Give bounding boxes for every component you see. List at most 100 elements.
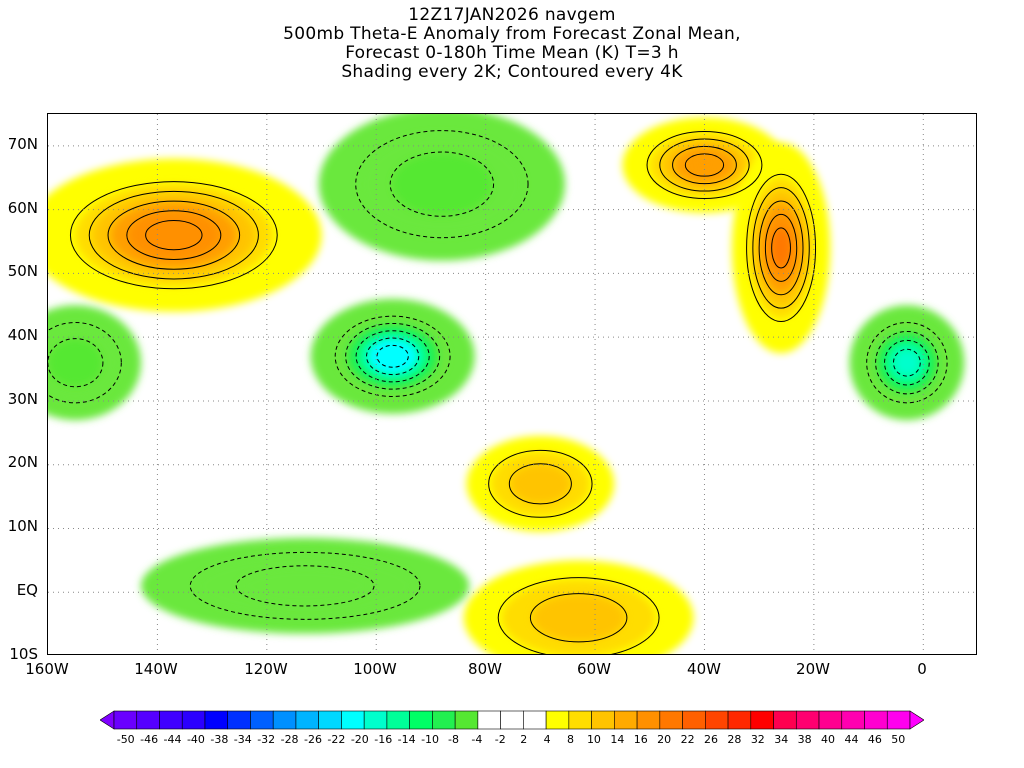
lon-label-120w: 120W [244, 660, 288, 678]
lat-lon-grid [48, 114, 976, 654]
lat-label-70n: 70N [7, 135, 38, 153]
colorbar-tick-label: 20 [657, 733, 672, 746]
anomaly-shade-level [510, 464, 570, 503]
colorbar-tick-label: -50 [116, 733, 135, 746]
colorbar-tick-label: -32 [257, 733, 276, 746]
lon-label-80w: 80W [468, 660, 502, 678]
anomaly-contour [48, 338, 104, 388]
colorbar-tick-label: -22 [327, 733, 346, 746]
anomaly-contour [345, 322, 441, 390]
anomaly-contour [884, 339, 930, 386]
anomaly-contour [334, 315, 451, 397]
colorbar-tick-label: 32 [750, 733, 765, 746]
colorbar-swatch [727, 710, 752, 730]
lat-label-40n: 40N [7, 326, 38, 344]
anomaly-contour [366, 337, 420, 376]
colorbar-swatch [227, 710, 251, 730]
colorbar-tick-label: -28 [280, 733, 299, 746]
colorbar-tick-label: 10 [586, 733, 601, 746]
anomaly-shade-level [49, 339, 102, 386]
colorbar-tick-label: 2 [520, 733, 528, 746]
anomaly-contour [235, 565, 375, 607]
colorbar-swatch [636, 710, 661, 730]
anomaly-contour [659, 138, 750, 192]
anomaly-shade-level [239, 566, 371, 605]
colorbar-tick-label: 4 [543, 733, 551, 746]
colorbar-swatch [500, 710, 524, 730]
colorbar-swatch [113, 710, 138, 730]
colorbar-tick-label: -40 [186, 733, 205, 746]
colorbar-swatch [682, 710, 706, 730]
colorbar-tick-label: -34 [233, 733, 252, 746]
lon-label-140w: 140W [134, 660, 178, 678]
anomaly-contour [355, 330, 430, 383]
map-title: 12Z17JAN2026 navgem 500mb Theta-E Anomal… [0, 6, 1024, 82]
colorbar-swatch [591, 710, 615, 730]
colorbar-tick-label: -20 [350, 733, 369, 746]
colorbar-tick-label: 44 [844, 733, 859, 746]
colorbar-low-arrow [100, 710, 115, 730]
anomaly-shade-level [377, 345, 408, 367]
anomaly-contour [866, 322, 948, 404]
colorbar-swatch [705, 710, 729, 730]
lon-label-60w: 60W [577, 660, 611, 678]
anomaly-region-south-america-warm [463, 560, 694, 654]
colorbar-tick-label: -4 [471, 733, 483, 746]
anomaly-contour [746, 173, 817, 323]
anomaly-contour [752, 187, 810, 309]
colorbar-tick-label: 8 [567, 733, 575, 746]
lat-label-10s: 10S [9, 645, 38, 663]
colorbar-tick-label: -38 [210, 733, 229, 746]
colorbar-swatch [545, 710, 570, 730]
anomaly-contour [145, 220, 203, 251]
colorbar-swatch [363, 710, 388, 730]
colorbar-tick-label: 16 [633, 733, 648, 746]
colorbar-swatch [614, 710, 638, 730]
anomaly-contour [107, 200, 241, 270]
lon-label-40w: 40W [687, 660, 721, 678]
anomaly-contour [684, 153, 725, 177]
colorbar-swatch [818, 710, 843, 730]
colorbar-swatch [318, 710, 342, 730]
anomaly-contour [646, 131, 763, 199]
colorbar-swatch [795, 710, 820, 730]
anomaly-contour [892, 348, 921, 377]
colorbar-swatch [409, 710, 433, 730]
colorbar-swatch [432, 710, 456, 730]
colorbar-tick-label: -26 [304, 733, 322, 746]
colorbar-swatch [841, 710, 865, 730]
anomaly-contour [672, 145, 737, 185]
anomaly-contour [355, 130, 529, 239]
colorbar-tick-label: 26 [704, 733, 718, 746]
anomaly-contour [771, 227, 791, 269]
anomaly-region-north-pacific-cold [48, 305, 141, 421]
colorbar-swatch [136, 710, 160, 730]
colorbar-tick-label: -8 [447, 733, 459, 746]
lon-label-100w: 100W [353, 660, 397, 678]
anomaly-shade-level [894, 349, 920, 376]
colorbar-tick-label: 34 [774, 733, 789, 746]
colorbar [100, 710, 924, 730]
anomaly-region-hudson-bay-cold [318, 114, 565, 261]
colorbar-swatch [272, 710, 297, 730]
anomaly-contour [758, 200, 804, 296]
anomaly-contour [497, 577, 660, 654]
colorbar-swatch [750, 710, 774, 730]
anomaly-shade-level [772, 228, 791, 268]
map-plot-area [47, 113, 977, 655]
anomaly-contour [69, 181, 278, 290]
colorbar-swatch [181, 710, 206, 730]
title-line-2: 500mb Theta-E Anomaly from Forecast Zona… [283, 24, 741, 44]
anomaly-contour [189, 551, 421, 620]
colorbar-swatch [568, 710, 592, 730]
anomaly-shade-level [146, 221, 201, 250]
anomaly-contour [376, 344, 409, 368]
colorbar-tick-label: -44 [163, 733, 182, 746]
colorbar-swatch [159, 710, 183, 730]
shading-layer [48, 114, 965, 654]
lon-label-160w: 160W [25, 660, 69, 678]
anomaly-contour [508, 463, 572, 505]
colorbar-swatch [659, 710, 683, 730]
lat-label-30n: 30N [7, 390, 38, 408]
colorbar-swatch [204, 710, 229, 730]
